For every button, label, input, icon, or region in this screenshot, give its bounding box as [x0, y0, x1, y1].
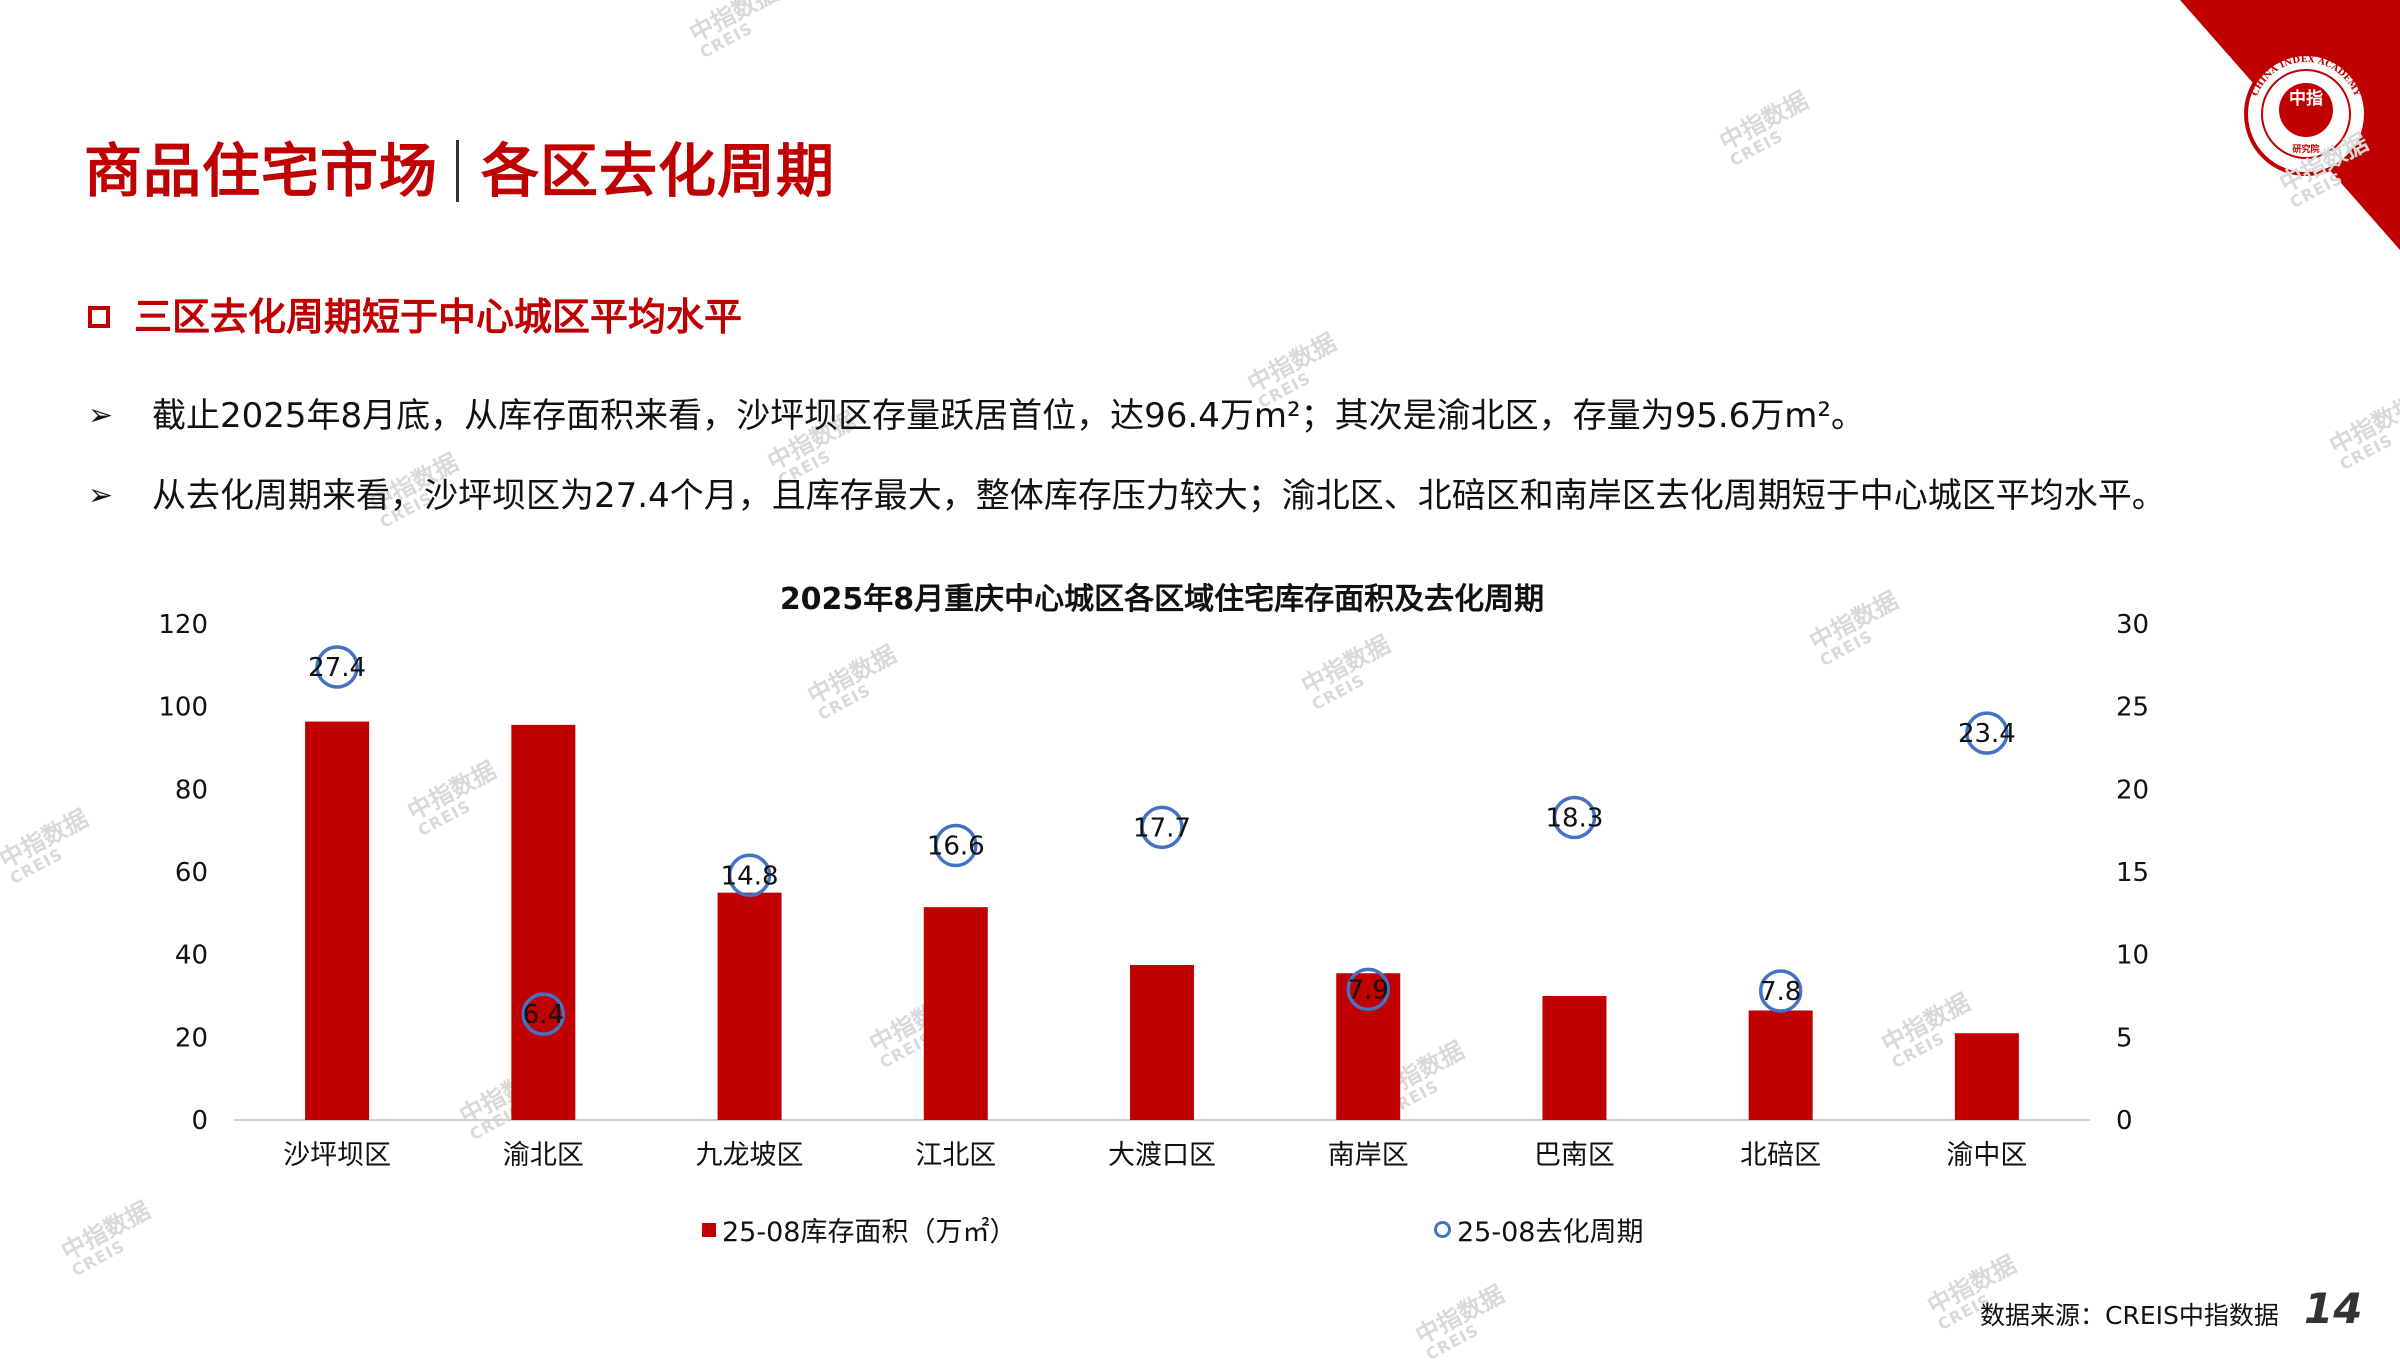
data-label: 14.8 [721, 861, 779, 891]
x-tick-label: 渝北区 [503, 1140, 584, 1171]
title-separator [456, 140, 460, 202]
data-label: 6.4 [523, 1000, 564, 1030]
point-marker [521, 992, 566, 1036]
bar [511, 724, 576, 1120]
y-right-tick-label: 25 [2116, 693, 2149, 723]
x-tick-label: 大渡口区 [1108, 1140, 1216, 1171]
x-tick-label: 巴南区 [1534, 1140, 1615, 1171]
data-label: 17.7 [1133, 813, 1191, 843]
section-subtitle: 三区去化周期短于中心城区平均水平 [88, 298, 742, 336]
data-label: 7.8 [1760, 977, 1801, 1007]
bullet-item: ➢ 从去化周期来看，沙坪坝区为27.4个月，且库存最大，整体库存压力较大；渝北区… [88, 478, 2166, 513]
page-number: 14 [2304, 1284, 2363, 1333]
data-source: 数据来源：CREIS中指数据 [1980, 1301, 2279, 1330]
arrow-bullet-icon: ➢ [88, 398, 114, 433]
y-left-tick-label: 60 [175, 858, 208, 888]
page-title-right: 各区去化周期 [481, 137, 836, 205]
x-tick-label: 九龙坡区 [696, 1140, 804, 1171]
data-label: 7.9 [1348, 975, 1389, 1005]
x-tick-label: 北碚区 [1740, 1140, 1821, 1171]
point-marker [1552, 795, 1597, 840]
y-right-tick-label: 30 [2116, 610, 2149, 640]
legend-label-inventory: 25-08库存面积（万㎡） [722, 1217, 1017, 1248]
section-subtitle-text: 三区去化周期短于中心城区平均水平 [134, 295, 743, 339]
point-marker [1965, 711, 2009, 755]
square-bullet-icon [88, 306, 110, 328]
data-label: 18.3 [1545, 803, 1603, 833]
point-marker [1140, 805, 1184, 850]
y-left-tick-label: 120 [158, 610, 208, 640]
data-label: 16.6 [927, 832, 985, 862]
y-left-tick-label: 0 [191, 1106, 208, 1136]
legend-item-inventory: 25-08库存面积（万㎡） [702, 1210, 1016, 1249]
point-marker [315, 645, 359, 689]
bullet-item: ➢ 截止2025年8月底，从库存面积来看，沙坪坝区存量跃居首位，达96.4万m²… [88, 398, 1865, 433]
data-label: 23.4 [1958, 719, 2016, 749]
point-marker [934, 823, 978, 868]
page-title: 商品住宅市场 各区去化周期 [84, 140, 835, 202]
y-right-tick-label: 20 [2116, 775, 2149, 805]
y-right-tick-label: 10 [2116, 941, 2149, 971]
y-right-tick-label: 0 [2116, 1106, 2133, 1136]
legend-swatch-bar [702, 1222, 716, 1237]
bar [717, 892, 782, 1120]
y-right-tick-label: 15 [2116, 858, 2149, 888]
y-left-tick-label: 100 [158, 693, 208, 723]
bullet-text: 截止2025年8月底，从库存面积来看，沙坪坝区存量跃居首位，达96.4万m²；其… [152, 395, 1866, 436]
y-right-tick-label: 5 [2116, 1023, 2133, 1053]
x-tick-label: 江北区 [915, 1140, 996, 1171]
bar [305, 721, 370, 1120]
x-tick-label: 渝中区 [1946, 1140, 2027, 1171]
point-marker [1346, 967, 1390, 1012]
legend-swatch-circle [1434, 1221, 1451, 1238]
legend-label-cycle: 25-08去化周期 [1457, 1217, 1644, 1248]
x-tick-label: 南岸区 [1328, 1140, 1409, 1171]
bar [1954, 1033, 2019, 1120]
data-label: 27.4 [308, 653, 366, 683]
arrow-bullet-icon: ➢ [88, 478, 114, 513]
bar [1542, 996, 1607, 1120]
page-title-left: 商品住宅市场 [84, 137, 439, 205]
point-marker [1758, 969, 1803, 1013]
bar [923, 907, 988, 1120]
bullet-text: 从去化周期来看，沙坪坝区为27.4个月，且库存最大，整体库存压力较大；渝北区、北… [152, 475, 2166, 516]
bar [1748, 1010, 1813, 1120]
legend-item-cycle: 25-08去化周期 [1434, 1210, 1643, 1249]
x-tick-label: 沙坪坝区 [283, 1140, 391, 1171]
y-left-tick-label: 80 [175, 775, 208, 805]
chart-title: 2025年8月重庆中心城区各区域住宅库存面积及去化周期 [779, 582, 1545, 617]
y-left-tick-label: 40 [175, 941, 208, 971]
bar [1130, 965, 1194, 1120]
bar [1336, 973, 1401, 1120]
point-marker [727, 853, 772, 898]
y-left-tick-label: 20 [175, 1023, 208, 1053]
